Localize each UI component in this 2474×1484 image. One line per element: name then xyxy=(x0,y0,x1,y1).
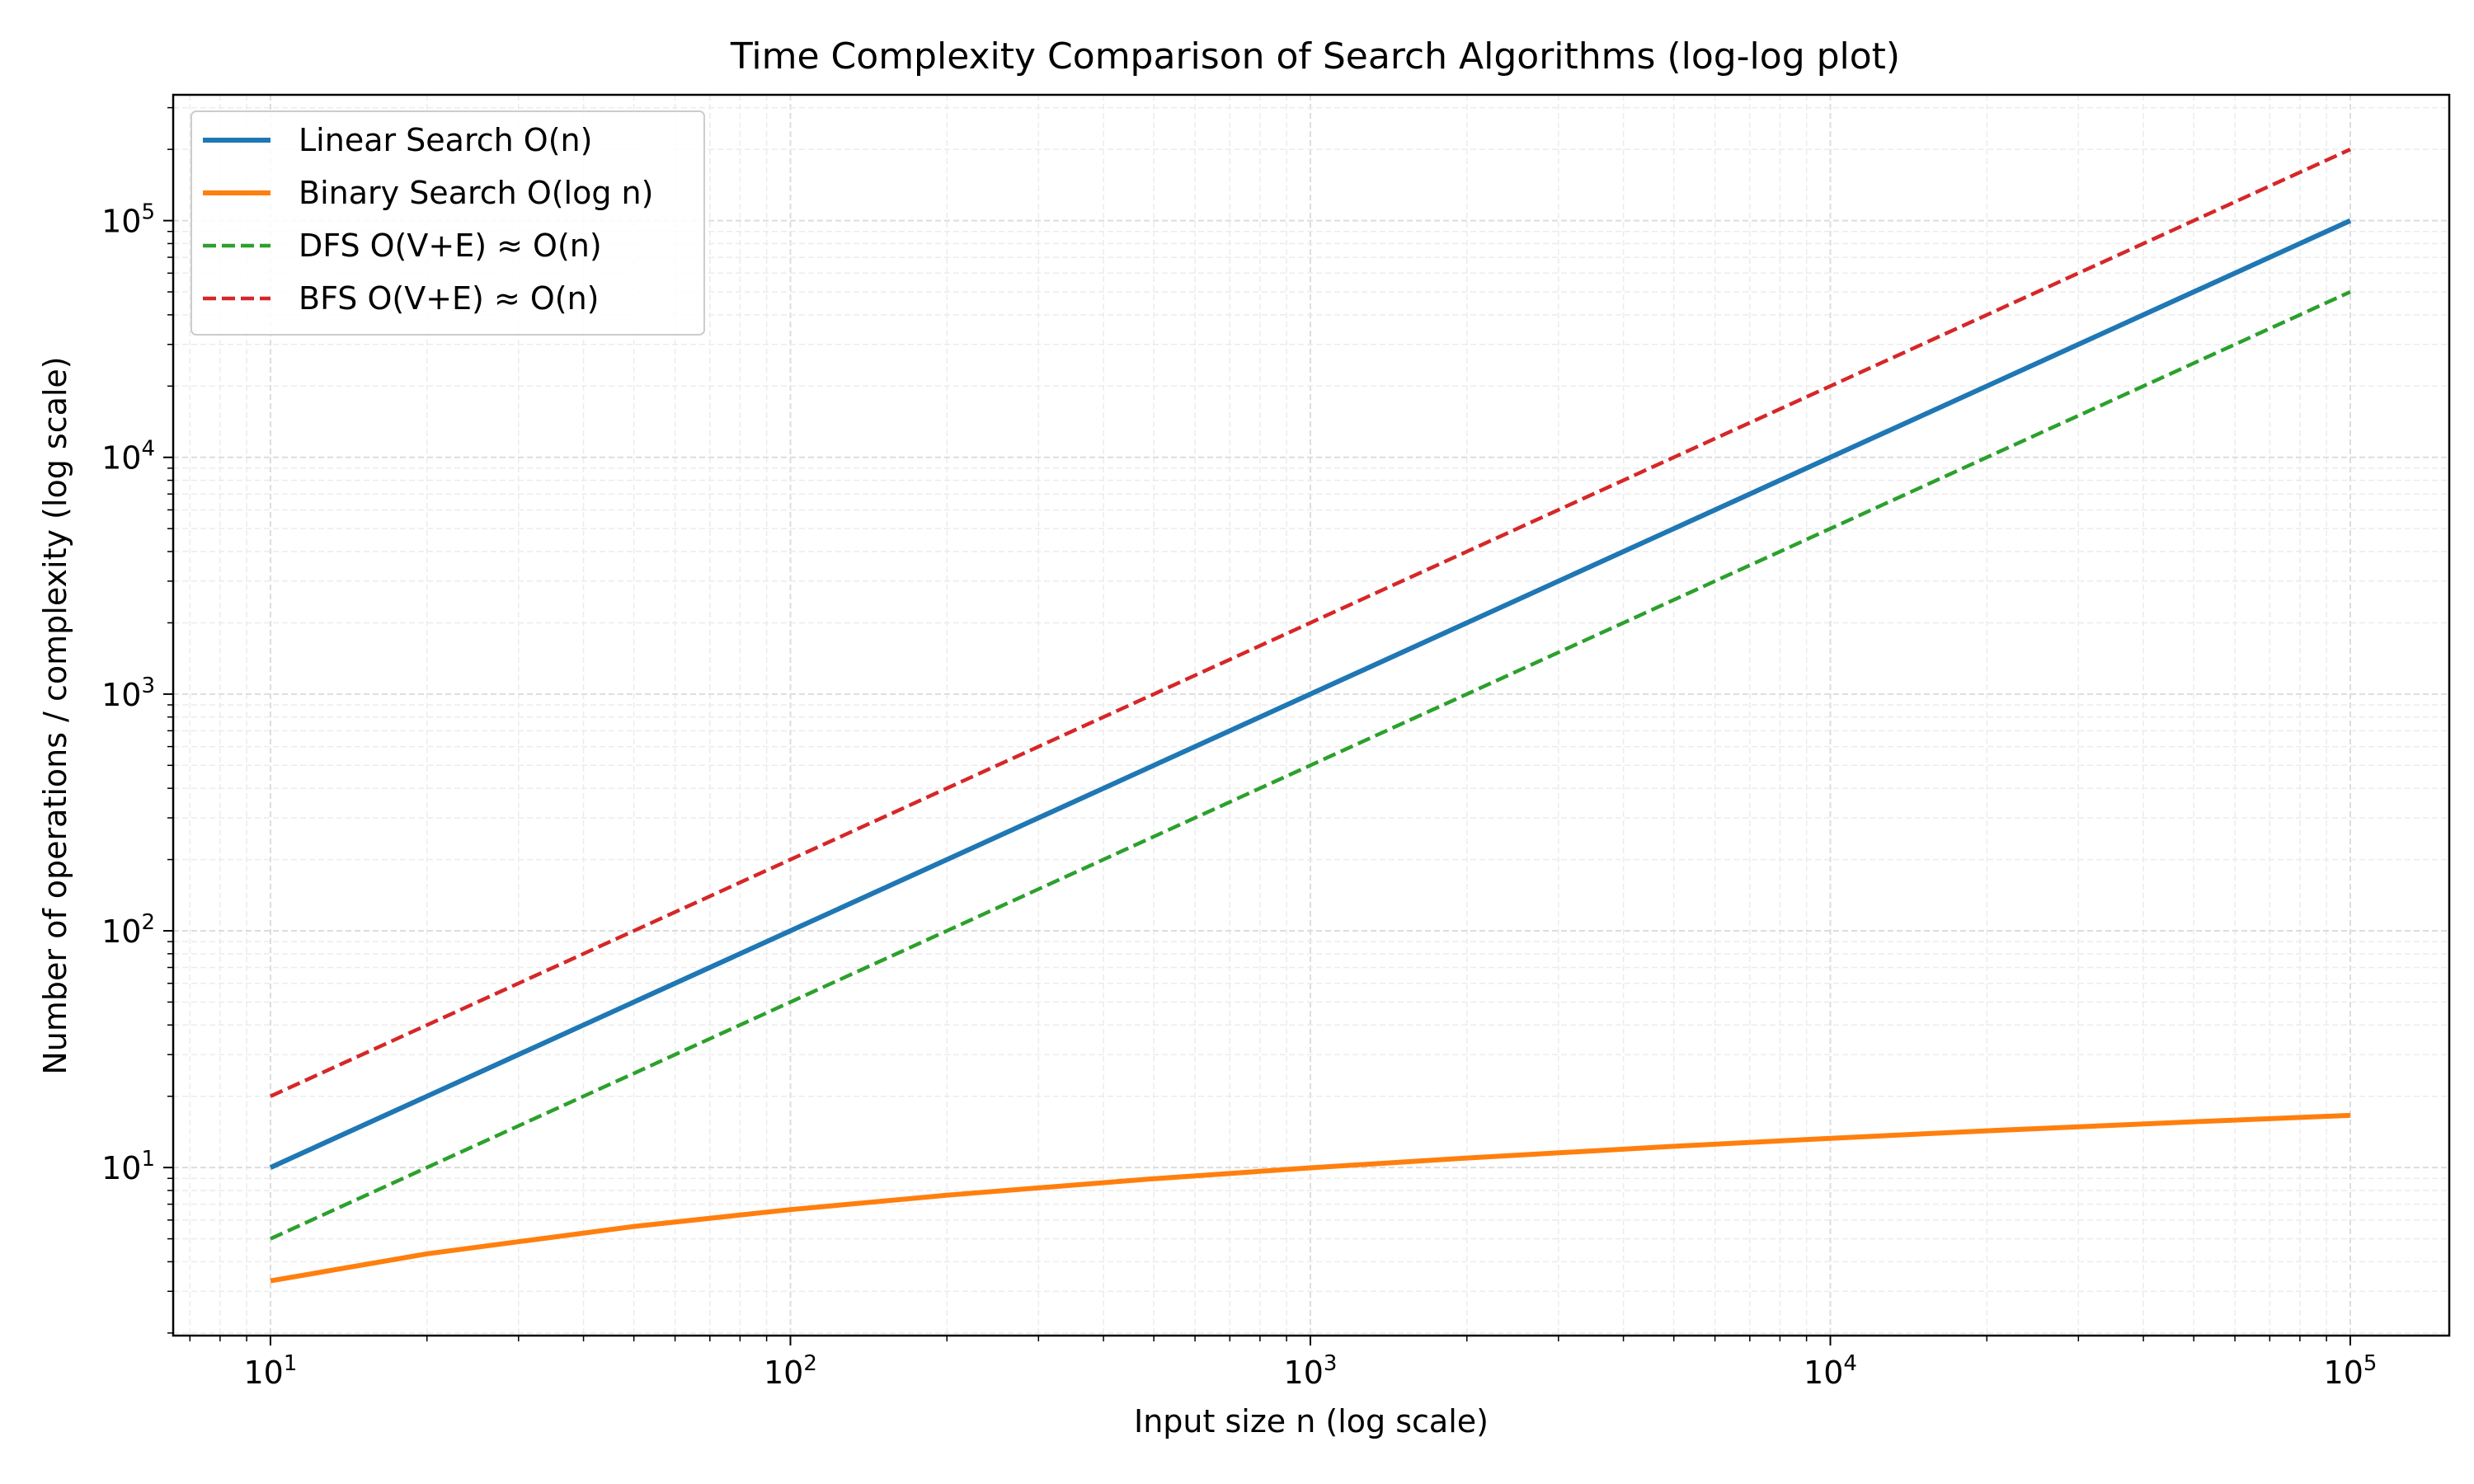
series-line-dfs-o-v-e-o-n xyxy=(270,289,2351,1241)
y-tick-label: 105 xyxy=(101,200,155,240)
series-line-binary-search-o-log-n xyxy=(270,1112,2351,1284)
x-tick-label: 105 xyxy=(2324,1351,2378,1391)
series-line-bfs-o-v-e-o-n xyxy=(270,148,2351,1098)
legend-label: Binary Search O(log n) xyxy=(299,175,653,211)
legend-label: DFS O(V+E) ≈ O(n) xyxy=(299,228,602,264)
legend-label: Linear Search O(n) xyxy=(299,122,592,158)
grid xyxy=(173,95,2449,1336)
series-lines xyxy=(269,148,2352,1284)
x-tick-label: 103 xyxy=(1284,1351,1338,1391)
x-tick-label: 102 xyxy=(764,1351,817,1391)
x-tick-label: 101 xyxy=(244,1351,298,1391)
legend: Linear Search O(n) Binary Search O(log n)… xyxy=(190,110,705,336)
y-axis-label: Number of operations / complexity (log s… xyxy=(37,356,73,1074)
y-tick-label: 101 xyxy=(101,1147,155,1186)
y-tick-label: 102 xyxy=(101,910,155,950)
legend-label: BFS O(V+E) ≈ O(n) xyxy=(299,280,600,317)
y-tick-label: 104 xyxy=(101,437,155,477)
x-tick-label: 104 xyxy=(1804,1351,1857,1391)
plot-frame xyxy=(172,93,2451,1337)
x-axis-label: Input size n (log scale) xyxy=(1134,1403,1489,1439)
chart-title: Time Complexity Comparison of Search Alg… xyxy=(730,35,1900,77)
axis-ticks: 101 102 103 104 105 101 102 103 104 105 xyxy=(101,106,2378,1391)
series-line-linear-search-o-n xyxy=(269,218,2352,1170)
y-tick-label: 103 xyxy=(101,674,155,713)
legend-box xyxy=(190,110,705,336)
